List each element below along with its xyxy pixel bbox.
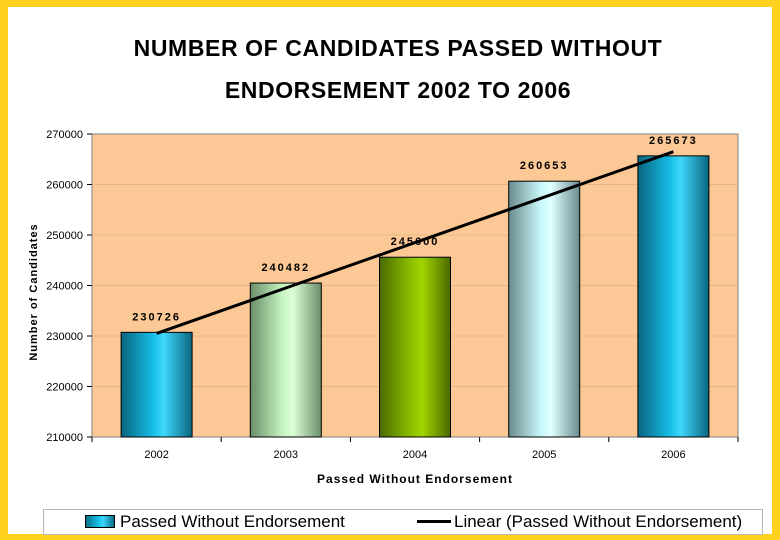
data-label-2006: 265673 (649, 135, 698, 147)
y-tick-label: 260000 (46, 180, 83, 192)
bar-2002 (120, 331, 193, 438)
chart-svg: 210000 220000 230000 240000 250000 260000 2700… (28, 129, 739, 486)
x-tick-label-2002: 2002 (144, 449, 168, 461)
data-label-2003: 240482 (261, 262, 310, 274)
y-tick-label: 250000 (46, 230, 83, 242)
bar-2004 (379, 256, 451, 438)
legend-trendline-swatch (417, 520, 451, 523)
data-label-2002: 230726 (132, 311, 181, 323)
y-axis-title: Number of Candidates (28, 223, 40, 360)
chart-title-line-2: ENDORSEMENT 2002 TO 2006 (224, 77, 572, 103)
y-tick-label: 270000 (46, 129, 83, 141)
bars (120, 155, 710, 438)
x-tick-label-2005: 2005 (532, 449, 556, 461)
x-tick-label-2003: 2003 (274, 449, 298, 461)
bar-2005 (508, 180, 581, 438)
x-axis-title: Passed Without Endorsement (317, 472, 513, 486)
y-axis: 210000 220000 230000 240000 250000 260000 2700… (46, 129, 92, 444)
data-label-2005: 260653 (520, 160, 569, 172)
legend-label-bars: Passed Without Endorsement (120, 512, 345, 531)
y-tick-label: 210000 (46, 432, 83, 444)
legend-label-trendline: Linear (Passed Without Endorsement) (454, 512, 743, 531)
x-axis: 2002 2003 2004 2005 2006 (91, 437, 739, 461)
bar-2003 (249, 282, 322, 438)
legend: Passed Without Endorsement Linear (Passe… (43, 509, 763, 535)
y-tick-label: 220000 (46, 382, 83, 394)
chart-panel: NUMBER OF CANDIDATES PASSED WITHOUT ENDO… (8, 7, 772, 535)
y-tick-label: 240000 (46, 281, 83, 293)
y-tick-label: 230000 (46, 331, 83, 343)
x-tick-label-2006: 2006 (661, 449, 685, 461)
linear-trendline (156, 150, 674, 335)
bar-2006 (637, 155, 710, 438)
x-tick-label-2004: 2004 (403, 449, 427, 461)
chart-title-line-1: NUMBER OF CANDIDATES PASSED WITHOUT (133, 35, 663, 61)
legend-bar-swatch (85, 515, 115, 528)
